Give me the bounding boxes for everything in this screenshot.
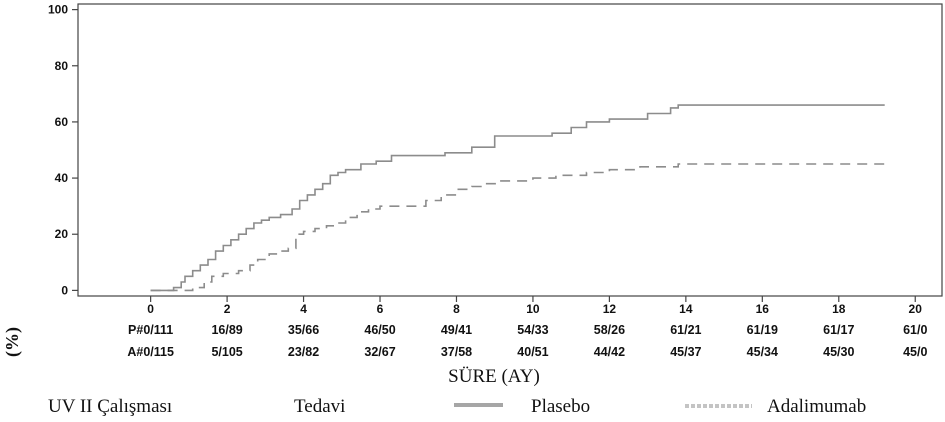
- x-tick-label: 10: [526, 302, 540, 316]
- risk-table: P#0/111 16/89 35/66 46/50 49/41 54/33 58/26 61/…: [127, 323, 927, 359]
- x-tick-label: 20: [909, 302, 923, 316]
- x-tick-label: 14: [679, 302, 693, 316]
- x-tick-label: 12: [603, 302, 617, 316]
- x-tick-label: 8: [453, 302, 460, 316]
- x-axis-label: SÜRE (AY): [448, 366, 540, 387]
- y-axis: 0 20 40 60 80 100: [48, 3, 78, 297]
- y-tick-label: 100: [48, 3, 68, 17]
- risk-cell: 54/33: [517, 323, 548, 337]
- y-tick-label: 20: [55, 227, 69, 241]
- x-tick-label: 16: [756, 302, 770, 316]
- x-tick-label: 4: [300, 302, 307, 316]
- x-tick-label: 2: [224, 302, 231, 316]
- risk-row-label: A#0/115: [127, 345, 174, 359]
- series-line-adalimumab: [150, 163, 885, 292]
- risk-cell: 37/58: [441, 345, 472, 359]
- risk-cell: 23/82: [288, 345, 319, 359]
- risk-cell: 58/26: [594, 323, 625, 337]
- legend-entry-adalimumab: Adalimumab: [767, 396, 866, 417]
- x-axis: 0 2 4 6 8 10 12 14 16 18 20: [147, 296, 922, 316]
- risk-row-label: P#0/111: [128, 323, 173, 337]
- risk-cell: 49/41: [441, 323, 472, 337]
- series-line-plasebo: [150, 104, 885, 292]
- risk-cell: 16/89: [211, 323, 242, 337]
- plot-frame: [77, 3, 943, 297]
- y-tick-label: 60: [55, 115, 69, 129]
- risk-cell: 35/66: [288, 323, 319, 337]
- x-tick-label: 0: [147, 302, 154, 316]
- risk-cell: 61/0: [903, 323, 927, 337]
- risk-cell: 5/105: [211, 345, 242, 359]
- y-tick-label: 40: [55, 171, 69, 185]
- x-tick-label: 18: [832, 302, 846, 316]
- risk-cell: 61/17: [823, 323, 854, 337]
- y-tick-label: 80: [55, 59, 69, 73]
- risk-cell: 61/19: [747, 323, 778, 337]
- y-axis-label: (%): [2, 327, 23, 357]
- series-layer: [150, 104, 885, 292]
- risk-cell: 46/50: [364, 323, 395, 337]
- legend-entry-plasebo: Plasebo: [531, 396, 590, 417]
- legend-treatment-label: Tedavi: [294, 396, 345, 417]
- risk-cell: 40/51: [517, 345, 548, 359]
- risk-cell: 45/0: [903, 345, 927, 359]
- risk-cell: 45/37: [670, 345, 701, 359]
- risk-cell: 45/34: [747, 345, 778, 359]
- risk-cell: 32/67: [364, 345, 395, 359]
- risk-cell: 45/30: [823, 345, 854, 359]
- y-tick-label: 0: [61, 283, 68, 297]
- legend-study: UV II Çalışması: [48, 396, 172, 417]
- risk-cell: 44/42: [594, 345, 625, 359]
- x-tick-label: 6: [377, 302, 384, 316]
- legend: UV II Çalışması Tedavi Plasebo Adalimuma…: [48, 396, 866, 417]
- risk-cell: 61/21: [670, 323, 701, 337]
